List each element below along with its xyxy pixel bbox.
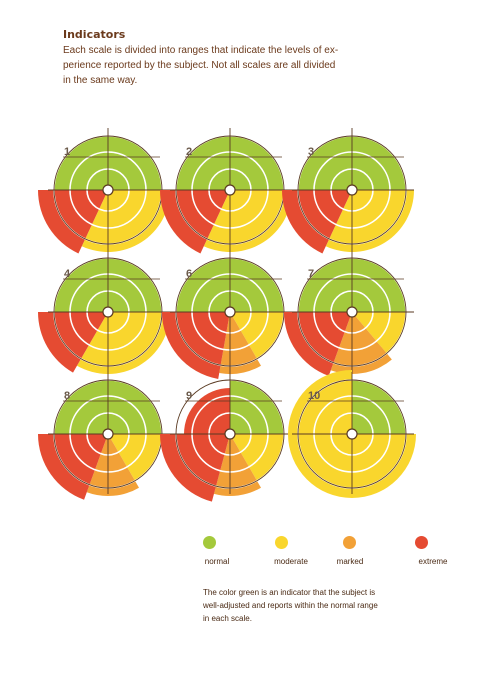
footnote-line: The color green is an indicator that the… <box>203 588 376 597</box>
intro-line: perience reported by the subject. Not al… <box>63 60 336 71</box>
scale-label: 4 <box>64 268 71 280</box>
footnote-line: in each scale. <box>203 614 252 623</box>
segment-extreme <box>38 434 108 500</box>
scale-label: 6 <box>186 268 192 280</box>
legend-swatch-moderate <box>275 536 288 549</box>
center-node <box>102 184 114 196</box>
footnote: The color green is an indicator that the… <box>203 586 443 625</box>
legend-swatch-normal <box>203 536 216 549</box>
intro-line: Each scale is divided into ranges that i… <box>63 45 339 56</box>
segment-moderate <box>203 190 292 252</box>
segment-moderate <box>325 190 414 252</box>
footnote-line: well-adjusted and reports within the nor… <box>203 601 378 610</box>
segment-marked <box>86 434 139 496</box>
segment-moderate <box>81 190 170 252</box>
legend-swatch-marked <box>343 536 356 549</box>
center-node <box>102 428 114 440</box>
legend-label-moderate: moderate <box>274 557 308 566</box>
center-node <box>102 306 114 318</box>
segment-marked <box>330 312 392 374</box>
scale-4: 4 <box>38 250 170 374</box>
segment-extreme <box>162 312 230 379</box>
scale-label: 7 <box>308 268 314 280</box>
legend-label-extreme: extreme <box>418 557 448 566</box>
scale-7: 7 <box>283 250 414 376</box>
segment-marked <box>213 434 261 497</box>
scale-label: 2 <box>186 146 192 158</box>
segment-extreme <box>38 190 108 254</box>
center-node <box>346 428 358 440</box>
scale-6: 6 <box>162 250 292 379</box>
scale-9: 9 <box>160 372 292 502</box>
scale-10: 10 <box>288 370 416 498</box>
legend-swatch-extreme <box>415 536 428 549</box>
scale-2: 2 <box>160 128 292 254</box>
scale-label: 9 <box>186 390 192 402</box>
segment-extreme <box>160 190 230 254</box>
center-node <box>224 184 236 196</box>
scale-8: 8 <box>38 372 170 500</box>
segment-extreme <box>282 190 352 254</box>
legend-label-marked: marked <box>336 557 364 566</box>
legend-label-normal: normal <box>204 557 230 566</box>
scale-label: 10 <box>308 390 320 402</box>
scale-3: 3 <box>282 128 414 254</box>
intro-text: Each scale is divided into ranges that i… <box>63 43 363 88</box>
segment-extreme <box>184 388 230 434</box>
intro-line: in the same way. <box>63 75 138 86</box>
scale-label: 1 <box>64 146 70 158</box>
segment-moderate <box>352 312 406 354</box>
scale-label: 3 <box>308 146 314 158</box>
scale-label: 8 <box>64 390 70 402</box>
center-node <box>346 306 358 318</box>
center-node <box>224 428 236 440</box>
segment-moderate <box>77 312 170 374</box>
center-node <box>224 306 236 318</box>
scale-1: 1 <box>38 128 170 254</box>
page-title: Indicators <box>63 28 126 41</box>
center-node <box>346 184 358 196</box>
